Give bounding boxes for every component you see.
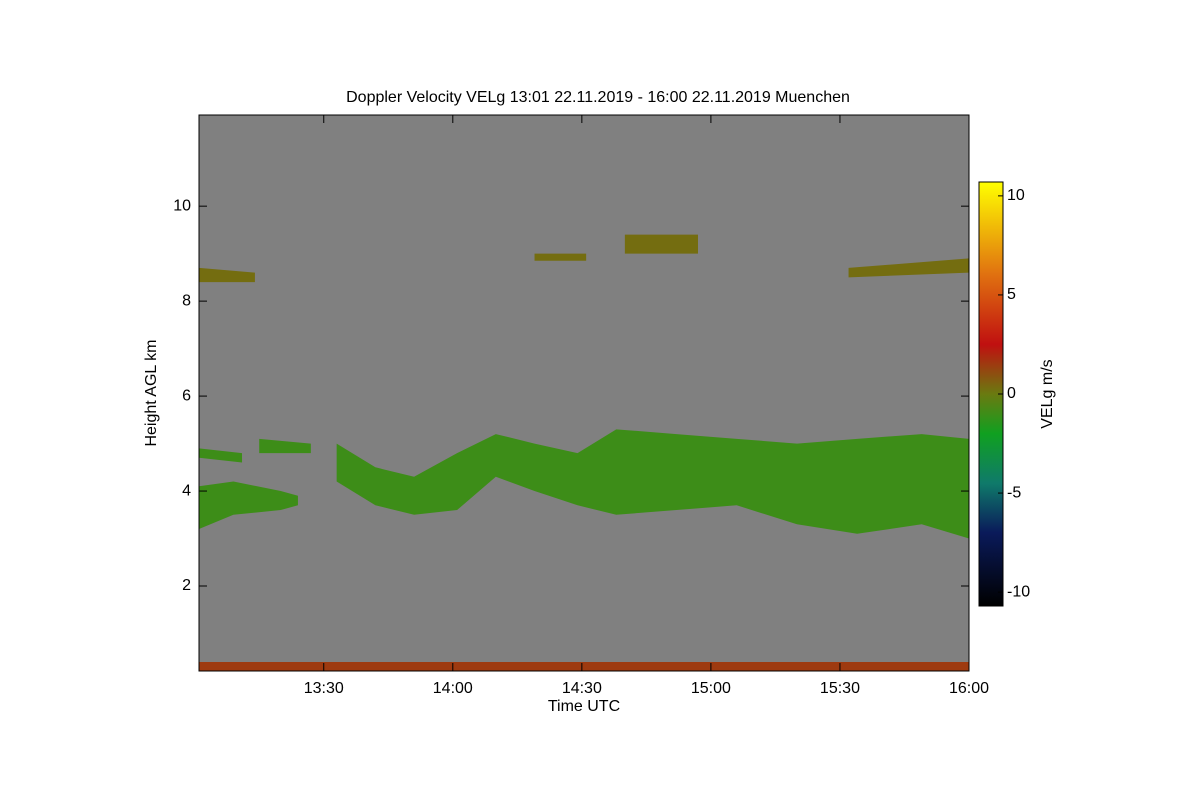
echo-layer [199,267,255,283]
x-tick-label: 13:30 [304,680,344,697]
y-tick-label: 2 [182,577,191,594]
echo-layer [199,481,298,530]
colorbar-tick-label: 0 [1007,385,1016,402]
echo-layer [199,661,969,671]
y-axis-label: Height AGL km [143,339,160,446]
x-tick-label: 15:30 [820,680,860,697]
echo-layer [624,234,698,254]
chart-title: Doppler Velocity VELg 13:01 22.11.2019 -… [346,89,850,106]
y-tick-label: 6 [182,387,191,404]
colorbar-tick-label: -5 [1007,484,1021,501]
x-axis-label: Time UTC [548,698,620,715]
colorbar-tick-label: 10 [1007,187,1025,204]
colorbar-tick-label: 5 [1007,286,1016,303]
plot-frame [198,114,970,672]
plot-background [199,115,969,671]
echo-layer [848,258,969,278]
echo-layer [199,448,243,463]
y-tick-label: 8 [182,292,191,309]
x-tick-label: 14:30 [562,680,602,697]
echo-layer [534,253,587,261]
colorbar-tick-label: -10 [1007,583,1030,600]
y-tick-label: 4 [182,482,191,499]
echo-layer [336,429,969,539]
x-tick-label: 15:00 [691,680,731,697]
echo-layer [259,438,311,454]
colorbar-label: VELg m/s [1039,359,1056,428]
x-tick-label: 16:00 [949,680,989,697]
y-tick-label: 10 [173,197,191,214]
x-tick-label: 14:00 [433,680,473,697]
